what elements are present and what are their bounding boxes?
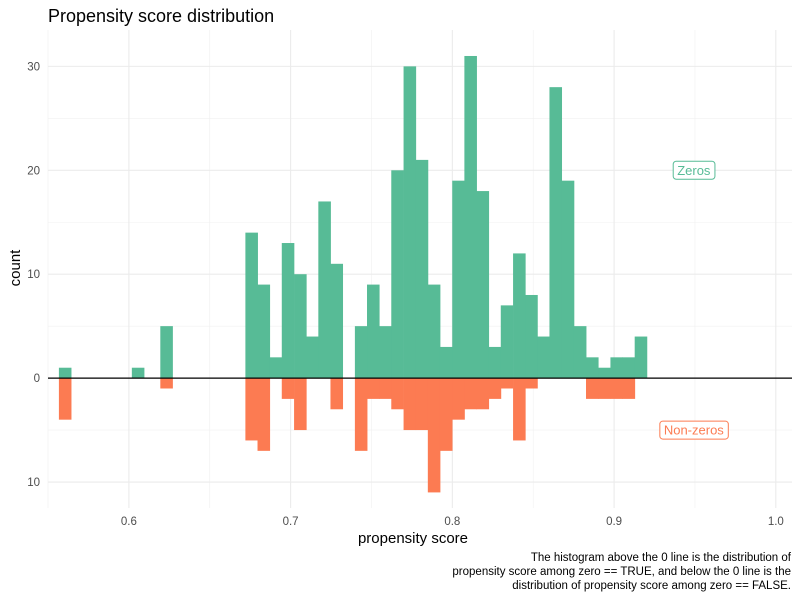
x-tick-label: 0.7 <box>283 516 299 528</box>
histogram-bar <box>294 378 307 431</box>
histogram-bar <box>427 378 441 493</box>
histogram-bar <box>160 378 173 389</box>
annotation-text: Zeros <box>677 163 711 178</box>
histogram-bar <box>257 284 271 379</box>
histogram-bar <box>330 378 344 410</box>
non-zeros-bars <box>58 378 636 493</box>
histogram-bar <box>488 346 502 379</box>
histogram-bar <box>464 378 477 410</box>
histogram-bar <box>318 201 331 379</box>
histogram-bar <box>513 378 526 441</box>
chart-title: Propensity score distribution <box>48 6 275 26</box>
histogram-bar <box>415 378 429 431</box>
annotation-label: Zeros <box>672 160 716 180</box>
histogram-bar <box>58 378 72 420</box>
x-axis-label: propensity score <box>358 530 468 547</box>
y-tick-label: 30 <box>27 61 40 73</box>
x-tick-label: 1.0 <box>768 516 784 528</box>
histogram-bar <box>586 378 599 399</box>
annotation-label: Non-zeros <box>659 420 729 440</box>
x-tick-label: 0.6 <box>121 516 137 528</box>
histogram-bar <box>622 357 636 379</box>
y-axis-tick-labels: 30 20 10 0 10 <box>27 61 40 489</box>
histogram-bar <box>439 346 453 379</box>
chart-caption: The histogram above the 0 line is the di… <box>371 551 791 593</box>
histogram-bar <box>537 336 550 379</box>
annotation-text: Non-zeros <box>664 423 724 438</box>
y-tick-label: 20 <box>27 165 40 177</box>
histogram-bar <box>245 378 258 441</box>
histogram-bar <box>500 378 514 389</box>
histogram-bar <box>354 378 368 451</box>
histogram-bar <box>367 378 380 399</box>
histogram-bar <box>513 253 526 379</box>
histogram-bar <box>257 378 271 451</box>
histogram-bar <box>379 378 392 399</box>
series-annotations: Zeros Non-zeros <box>659 160 729 440</box>
histogram-bar <box>488 378 502 399</box>
histogram-bar <box>598 367 611 379</box>
histogram-bar <box>598 378 611 399</box>
histogram-bar <box>131 367 145 379</box>
histogram-bar <box>476 378 490 410</box>
histogram-bar <box>500 305 514 379</box>
histogram-bar <box>354 326 368 379</box>
x-axis-tick-labels: 0.6 0.7 0.8 0.9 1.0 <box>121 516 784 528</box>
histogram-bar <box>306 336 319 379</box>
annotation-box <box>659 420 729 440</box>
histogram-bar <box>610 357 623 379</box>
histogram-bar <box>476 191 490 379</box>
histogram-bar <box>452 180 465 379</box>
histogram-bar <box>245 232 258 379</box>
histogram-bar <box>549 87 563 379</box>
caption-line: propensity score among zero == TRUE, and… <box>452 566 791 578</box>
histogram-bar <box>525 378 538 389</box>
histogram-bar <box>403 66 417 379</box>
histogram-bar <box>281 243 295 379</box>
annotation-box <box>672 160 716 180</box>
histogram-bar <box>269 357 283 379</box>
caption-line: distribution of propensity score among z… <box>512 580 791 592</box>
x-tick-label: 0.9 <box>606 516 622 528</box>
histogram-bar <box>391 170 404 379</box>
histogram-bar <box>573 326 587 379</box>
histogram-bar <box>464 55 477 379</box>
histogram-bar <box>294 274 307 379</box>
histogram-bar <box>391 378 404 410</box>
caption-line: The histogram above the 0 line is the di… <box>530 552 791 564</box>
zeros-bars <box>58 55 648 379</box>
y-axis-label: count <box>7 249 24 287</box>
histogram-bar <box>452 378 465 420</box>
y-tick-label: 0 <box>34 373 40 385</box>
histogram-bar <box>58 367 72 379</box>
histogram-bar <box>281 378 295 399</box>
y-tick-label: 10 <box>27 477 40 489</box>
histogram-bar <box>379 326 392 379</box>
histogram-bar <box>427 284 441 379</box>
histogram-bar <box>561 180 575 379</box>
histogram-bar <box>525 294 538 379</box>
histogram-bar <box>330 263 344 379</box>
histogram-bar <box>610 378 623 399</box>
histogram-bar <box>586 357 599 379</box>
histogram-bar <box>415 159 429 379</box>
histogram-bar <box>160 326 173 379</box>
y-tick-label: 10 <box>27 269 40 281</box>
minor-gridlines <box>47 30 792 508</box>
histogram-bar <box>634 336 648 379</box>
x-tick-label: 0.8 <box>444 516 460 528</box>
histogram-bar <box>622 378 636 399</box>
histogram-bar <box>403 378 417 431</box>
histogram-bar <box>439 378 453 451</box>
histogram-bar <box>367 284 380 379</box>
